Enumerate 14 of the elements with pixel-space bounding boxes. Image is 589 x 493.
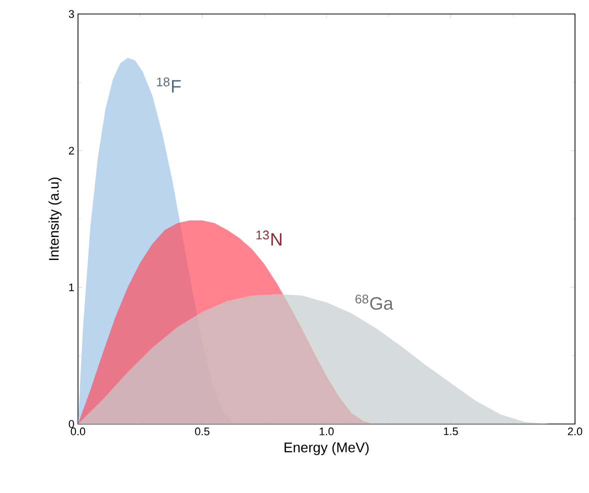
x-tick-label: 2.0 [568, 428, 582, 436]
series-label: $^{18}$F [157, 77, 181, 92]
x-tick-label: 0.0 [70, 428, 86, 436]
series-label: $^{68}$Ga [356, 294, 394, 310]
x-tick-label: 1.5 [444, 428, 458, 436]
y-tick-label: 2 [68, 146, 74, 154]
y-tick-label: 1 [69, 284, 74, 292]
y-tick-label: 0 [68, 420, 74, 428]
x-tick-label: 1.0 [320, 428, 334, 436]
x-tick-label: 0.5 [195, 428, 210, 436]
y-axis-title: Intensity (a.u) [48, 178, 62, 260]
x-axis-title: Energy (MeV) [284, 442, 369, 456]
y-tick-label: 3 [68, 10, 74, 18]
series-label: $^{13}$N [256, 230, 282, 246]
